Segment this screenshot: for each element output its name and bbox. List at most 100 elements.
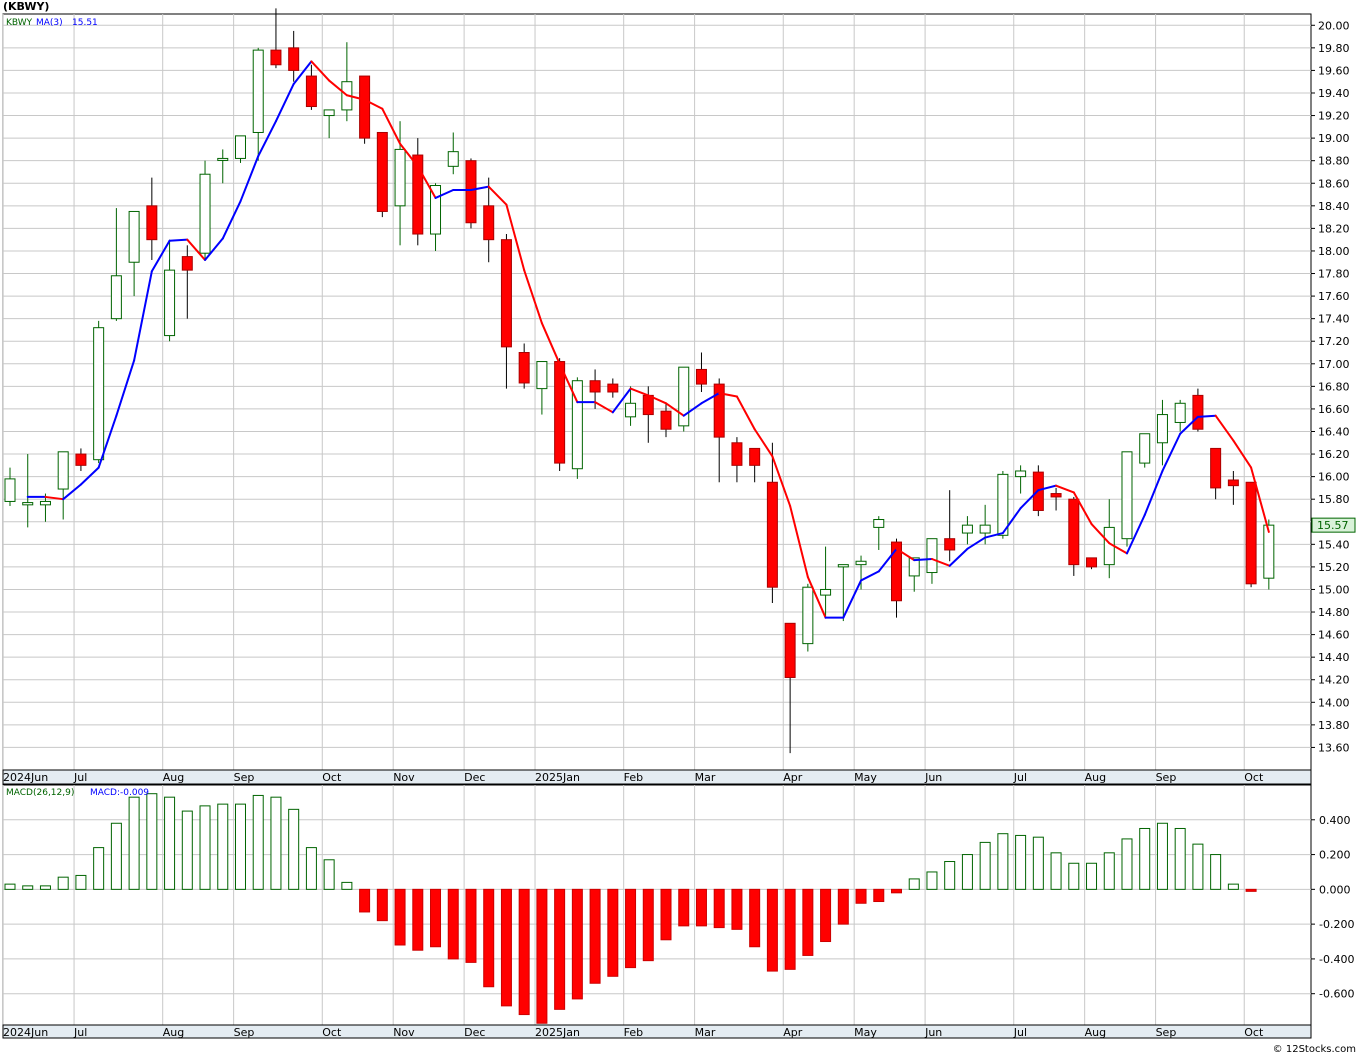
price-tick-label: 14.20	[1318, 674, 1350, 687]
macd-bar-negative	[820, 888, 832, 943]
candle-down	[944, 538, 956, 551]
last-price-label: 15.57	[1317, 519, 1349, 532]
macd-bar-negative	[873, 888, 885, 903]
macd-bar-positive	[39, 885, 51, 890]
macd-bar-negative	[518, 888, 530, 1016]
ma-segment	[186, 238, 207, 261]
macd-bar-positive	[1015, 834, 1027, 890]
macd-bar-positive	[1121, 838, 1133, 890]
price-tick-label: 19.20	[1318, 110, 1350, 123]
ma-segment	[44, 495, 65, 501]
macd-bar-negative	[483, 888, 495, 988]
candle-up	[394, 148, 406, 207]
candle-up	[217, 157, 229, 161]
macd-bar-negative	[731, 888, 743, 930]
month-label: Jul	[73, 1026, 87, 1039]
macd-bar-positive	[252, 794, 264, 890]
ma-segment	[735, 395, 756, 431]
month-label: Aug	[1085, 771, 1106, 784]
ma-segment	[487, 185, 508, 206]
month-label: 2025Jan	[535, 1026, 580, 1039]
price-legend-item: 15.51	[72, 18, 98, 28]
ma-segment	[381, 107, 402, 145]
macd-bar-negative	[465, 888, 477, 963]
ma-segment	[97, 414, 118, 469]
candle-up	[39, 500, 51, 506]
price-tick-label: 19.80	[1318, 42, 1350, 55]
candle-down	[359, 75, 371, 139]
ma-segment	[1055, 484, 1075, 494]
candle-up	[234, 135, 246, 159]
ma-segment	[877, 547, 898, 573]
axis-layer: 2024Jun 2024Jun Jul Jul Aug Aug Sep Sep Oct Oct No…	[2, 19, 1354, 1039]
macd-bar-positive	[961, 854, 973, 890]
price-tick-label: 14.00	[1318, 696, 1350, 709]
month-label: Aug	[163, 771, 184, 784]
candle-up	[128, 210, 140, 263]
month-label: Sep	[234, 771, 255, 784]
macd-bar-positive	[217, 803, 229, 890]
macd-bar-negative	[412, 888, 424, 951]
price-legend-item: KBWY	[6, 18, 33, 28]
macd-bar-negative	[642, 888, 654, 962]
ma-segment	[399, 142, 419, 168]
macd-bar-negative	[607, 888, 619, 977]
macd-bar-positive	[926, 871, 938, 890]
ma-segment	[682, 402, 703, 417]
macd-panel-frame	[2, 784, 1312, 1026]
ma-segment	[1196, 414, 1217, 418]
ma-segment	[789, 504, 809, 579]
ma-segment	[505, 203, 526, 272]
ma-segment	[558, 362, 579, 404]
macd-bar-positive	[1032, 836, 1044, 890]
month-label: Apr	[783, 771, 803, 784]
candle-up	[1156, 414, 1168, 444]
macd-bar-negative	[749, 888, 761, 948]
macd-bar-positive	[4, 883, 16, 890]
month-label: Mar	[695, 1026, 716, 1039]
macd-bar-negative	[447, 888, 459, 960]
month-label: Jul	[1013, 771, 1027, 784]
price-tick-label: 15.00	[1318, 583, 1350, 596]
macd-legend-item: MACD(26,12,9)	[6, 788, 74, 798]
candle-up	[536, 361, 548, 390]
month-label: Oct	[322, 1026, 342, 1039]
candle-up	[571, 380, 583, 470]
candle-down	[75, 453, 87, 466]
ma-segment	[150, 239, 171, 273]
candle-down	[1068, 498, 1080, 566]
price-tick-label: 18.20	[1318, 222, 1350, 235]
candle-up	[57, 451, 69, 490]
candlestick-series	[4, 8, 1275, 754]
ma-segment	[363, 98, 384, 110]
ma-segment	[594, 401, 614, 414]
month-label: Jul	[1013, 1026, 1027, 1039]
price-legend-item: MA(3)	[36, 18, 63, 28]
candle-up	[908, 557, 920, 577]
candle-up	[979, 524, 991, 534]
macd-bar-negative	[695, 888, 707, 927]
ma-segment	[310, 60, 331, 82]
macd-bar-negative	[359, 888, 371, 913]
macd-bar-positive	[341, 881, 353, 890]
macd-bar-positive	[1174, 827, 1186, 890]
macd-bar-negative	[430, 888, 442, 948]
candle-down	[483, 205, 495, 241]
ma-segment	[1037, 484, 1058, 492]
ma-segment	[966, 536, 987, 550]
price-tick-label: 14.40	[1318, 651, 1350, 664]
price-tick-label: 16.60	[1318, 403, 1350, 416]
macd-tick-label: -0.200	[1319, 918, 1354, 931]
candle-down	[731, 442, 743, 466]
ma-segment	[292, 60, 313, 85]
grid-layer	[2, 13, 1312, 1026]
macd-bar-negative	[536, 888, 548, 1024]
candle-down	[1210, 447, 1222, 489]
month-label: Oct	[322, 771, 342, 784]
candle-up	[1263, 524, 1275, 579]
ma-segment	[984, 532, 1004, 539]
candle-up	[22, 502, 34, 506]
macd-bar-positive	[181, 810, 193, 890]
candle-down	[784, 622, 796, 678]
